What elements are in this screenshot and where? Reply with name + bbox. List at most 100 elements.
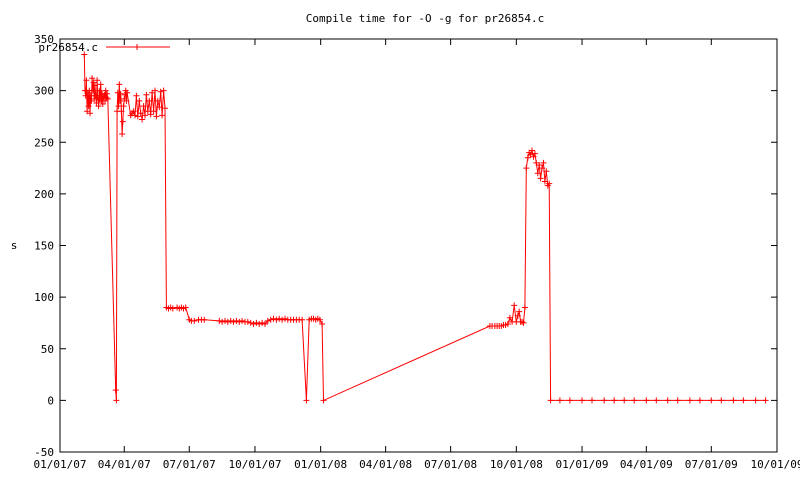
- x-tick-label: 10/01/07: [228, 458, 281, 471]
- data-point: [259, 319, 266, 326]
- data-point: [303, 397, 310, 404]
- data-point: [579, 397, 585, 404]
- data-point: [504, 321, 511, 327]
- data-point: [664, 397, 671, 404]
- x-tick-label: 01/01/09: [556, 458, 609, 471]
- y-tick-label: 50: [41, 343, 54, 356]
- data-point: [224, 318, 231, 325]
- data-point: [543, 168, 550, 175]
- data-point: [621, 397, 628, 404]
- data-point: [643, 397, 650, 404]
- data-point: [95, 103, 102, 110]
- data-point: [236, 318, 243, 325]
- data-point: [547, 397, 554, 404]
- data-point: [556, 397, 563, 404]
- data-point: [140, 103, 147, 110]
- data-point: [273, 316, 280, 323]
- data-point: [139, 116, 146, 123]
- data-point: [227, 317, 234, 324]
- data-point: [521, 304, 528, 311]
- data-point: [157, 88, 164, 95]
- data-point: [96, 87, 103, 94]
- y-tick-label: 100: [34, 291, 54, 304]
- data-point: [247, 319, 254, 326]
- data-point: [222, 317, 228, 324]
- data-point: [91, 95, 98, 102]
- data-point: [276, 315, 283, 322]
- data-point: [708, 397, 715, 404]
- x-axis: 01/01/07 04/01/07 07/01/07 10/01/07 01/01/08…: [34, 39, 800, 471]
- data-point: [89, 75, 96, 82]
- data-point: [81, 51, 88, 58]
- data-point: [631, 397, 638, 404]
- data-point: [219, 318, 226, 325]
- data-point: [520, 319, 527, 326]
- data-point: [264, 317, 271, 324]
- legend-label: pr26854.c: [38, 41, 98, 54]
- data-point: [239, 317, 246, 324]
- data-point: [523, 165, 530, 172]
- data-point: [531, 150, 538, 157]
- data-point: [511, 302, 518, 309]
- data-point: [130, 108, 137, 115]
- data-point: [740, 397, 747, 404]
- data-point: [114, 89, 121, 96]
- legend-marker: [134, 44, 140, 50]
- x-tick-label: 07/01/09: [685, 458, 738, 471]
- data-point: [144, 108, 151, 115]
- data-point: [536, 162, 543, 168]
- data-point: [270, 315, 277, 322]
- data-point: [267, 316, 274, 323]
- data-point: [182, 304, 189, 311]
- y-tick-label: -50: [34, 446, 54, 459]
- y-tick-label: 300: [34, 85, 54, 98]
- data-point: [120, 103, 127, 110]
- data-point: [696, 397, 703, 404]
- y-tick-label: 0: [47, 394, 54, 407]
- data-point: [529, 147, 535, 154]
- data-point: [156, 104, 163, 111]
- data-point: [137, 110, 144, 117]
- data-point: [142, 112, 148, 119]
- data-point: [94, 77, 101, 84]
- x-tick-label: 07/01/07: [163, 458, 216, 471]
- data-point: [92, 82, 98, 89]
- data-point: [244, 318, 251, 325]
- x-tick-label: 10/01/09: [751, 458, 800, 471]
- y-tick-label: 350: [34, 33, 54, 46]
- data-point: [762, 397, 769, 404]
- x-tick-label: 04/01/09: [620, 458, 673, 471]
- chart-title: Compile time for -O -g for pr26854.c: [306, 12, 544, 25]
- data-point: [506, 314, 513, 321]
- y-tick-label: 150: [34, 240, 54, 253]
- y-axis-label: s: [11, 239, 18, 252]
- data-point: [89, 87, 96, 94]
- data-point: [653, 397, 660, 404]
- series-line: [83, 54, 766, 402]
- data-point: [90, 79, 97, 86]
- data-point: [546, 180, 553, 187]
- data-point: [162, 105, 168, 112]
- data-point: [87, 110, 93, 117]
- data-point: [250, 321, 257, 327]
- data-point: [117, 90, 124, 97]
- data-point: [253, 319, 260, 326]
- y-tick-label: 200: [34, 188, 54, 201]
- data-point: [566, 397, 573, 404]
- data-point: [134, 113, 141, 120]
- data-point: [117, 97, 123, 104]
- data-point: [119, 118, 126, 125]
- data-point: [154, 97, 161, 104]
- x-tick-label: 01/01/07: [34, 458, 87, 471]
- data-point: [730, 397, 737, 404]
- data-point: [279, 316, 286, 323]
- data-point: [233, 317, 240, 324]
- x-tick-label: 04/01/08: [359, 458, 412, 471]
- data-point: [136, 97, 143, 104]
- data-point: [159, 112, 166, 119]
- data-point: [540, 159, 547, 166]
- data-point: [686, 397, 693, 404]
- x-tick-label: 10/01/08: [490, 458, 543, 471]
- data-point: [116, 81, 123, 88]
